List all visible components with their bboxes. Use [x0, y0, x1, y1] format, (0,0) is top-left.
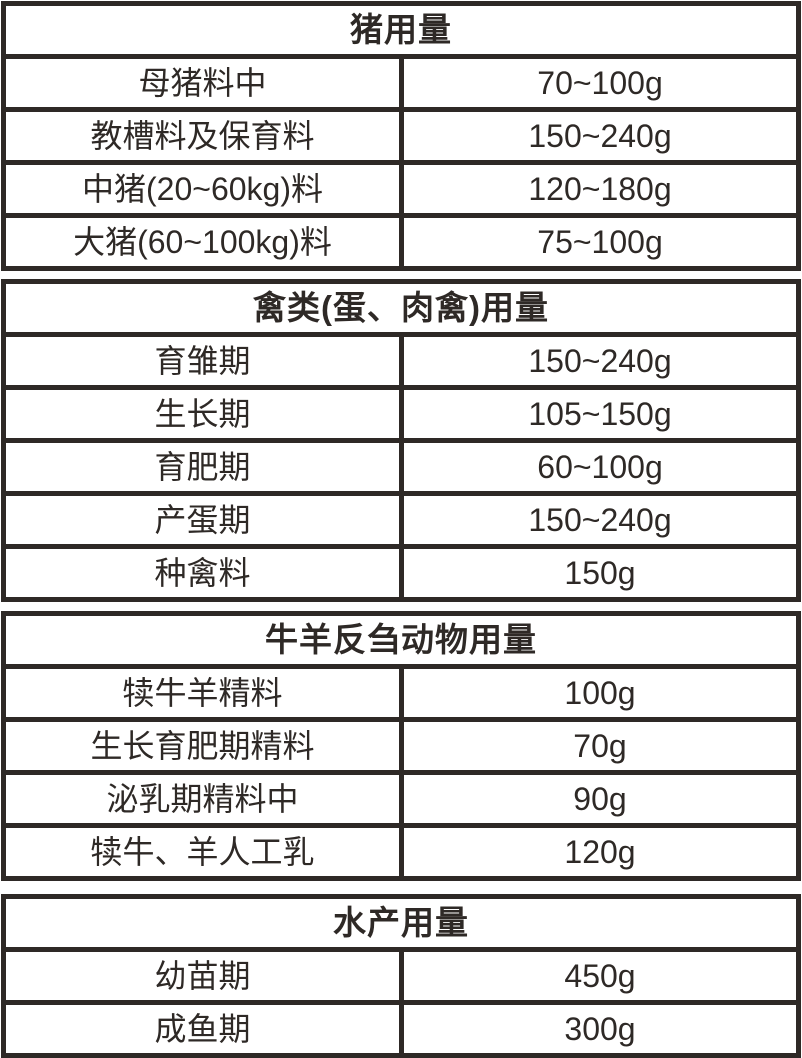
table-title: 水产用量 [333, 904, 469, 941]
usage-table-aquatic: 水产用量 幼苗期 450g 成鱼期 300g [1, 894, 801, 1058]
row-value: 120~180g [528, 171, 672, 207]
row-label: 教槽料及保育料 [6, 112, 404, 160]
table-row: 育肥期 60~100g [6, 438, 796, 491]
row-value: 150g [564, 555, 636, 591]
table-row: 生长育肥期精料 70g [6, 717, 796, 770]
row-label: 种禽料 [6, 549, 404, 597]
row-value: 90g [573, 781, 627, 817]
table-row: 犊牛、羊人工乳 120g [6, 823, 796, 876]
row-value: 150~240g [528, 502, 672, 538]
row-label: 犊牛羊精料 [6, 669, 404, 717]
table-row: 泌乳期精料中 90g [6, 770, 796, 823]
row-value: 60~100g [537, 449, 663, 485]
row-value: 150~240g [528, 343, 672, 379]
row-value: 100g [564, 675, 636, 711]
table-title: 牛羊反刍动物用量 [265, 621, 537, 658]
row-value: 70~100g [537, 65, 663, 101]
row-label: 中猪(20~60kg)料 [6, 165, 404, 213]
usage-table-ruminant: 牛羊反刍动物用量 犊牛羊精料 100g 生长育肥期精料 70g 泌乳期精料中 9… [1, 611, 801, 881]
row-label: 泌乳期精料中 [6, 775, 404, 823]
row-label: 大猪(60~100kg)料 [6, 218, 404, 266]
row-label: 生长期 [6, 390, 404, 438]
table-row: 教槽料及保育料 150~240g [6, 107, 796, 160]
table-title: 禽类(蛋、肉禽)用量 [253, 289, 549, 326]
table-row: 大猪(60~100kg)料 75~100g [6, 213, 796, 266]
row-label: 育雏期 [6, 337, 404, 385]
table-row: 幼苗期 450g [6, 947, 796, 1000]
usage-table-poultry: 禽类(蛋、肉禽)用量 育雏期 150~240g 生长期 105~150g 育肥期… [1, 279, 801, 602]
table-row: 产蛋期 150~240g [6, 491, 796, 544]
usage-table-pig: 猪用量 母猪料中 70~100g 教槽料及保育料 150~240g 中猪(20~… [1, 1, 801, 271]
table-title: 猪用量 [350, 11, 452, 48]
row-label: 犊牛、羊人工乳 [6, 828, 404, 876]
table-row: 犊牛羊精料 100g [6, 664, 796, 717]
table-row: 母猪料中 70~100g [6, 54, 796, 107]
table-row: 种禽料 150g [6, 544, 796, 597]
row-value: 70g [573, 728, 627, 764]
row-label: 产蛋期 [6, 496, 404, 544]
row-value: 450g [564, 958, 636, 994]
row-label: 育肥期 [6, 443, 404, 491]
row-label: 成鱼期 [6, 1005, 404, 1053]
row-label: 生长育肥期精料 [6, 722, 404, 770]
row-value: 300g [564, 1011, 636, 1047]
table-row: 育雏期 150~240g [6, 332, 796, 385]
table-row: 生长期 105~150g [6, 385, 796, 438]
row-value: 120g [564, 834, 636, 870]
table-row: 成鱼期 300g [6, 1000, 796, 1053]
table-row: 中猪(20~60kg)料 120~180g [6, 160, 796, 213]
row-label: 母猪料中 [6, 59, 404, 107]
row-value: 105~150g [528, 396, 672, 432]
row-value: 150~240g [528, 118, 672, 154]
row-label: 幼苗期 [6, 952, 404, 1000]
row-value: 75~100g [537, 224, 663, 260]
